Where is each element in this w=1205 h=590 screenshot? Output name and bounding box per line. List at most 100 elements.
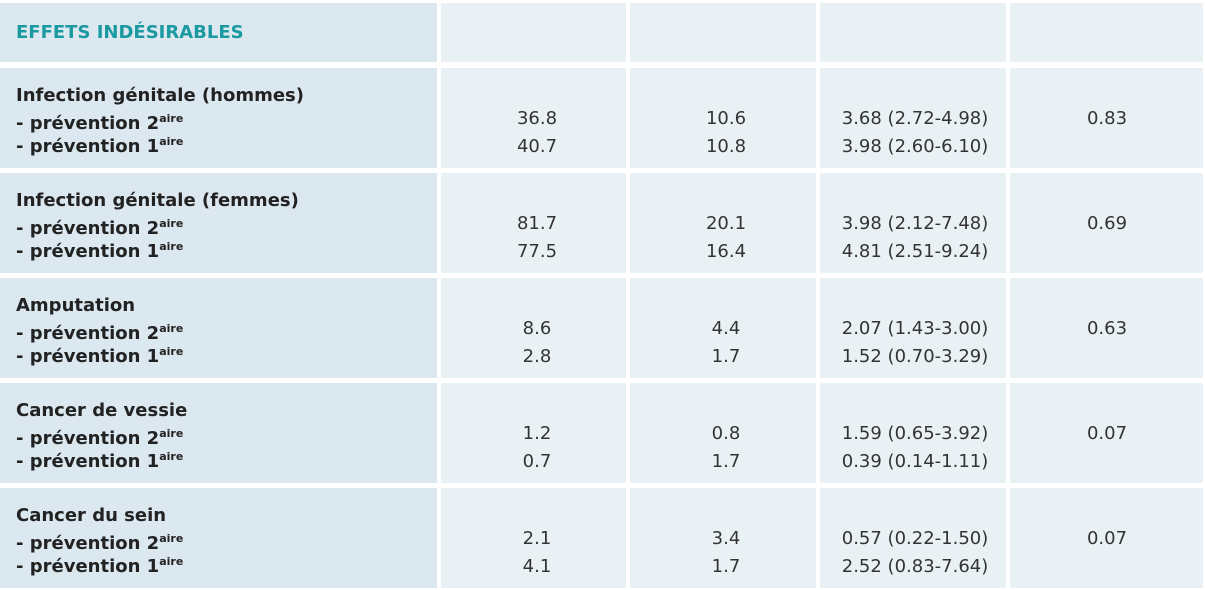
value-cell [1010,278,1203,378]
cell-value: 81.7 [516,213,558,234]
superscript: aire [159,135,184,148]
cell-value: 36.8 [516,108,558,129]
superscript: aire [159,217,184,230]
cell-value: 3.68 (2.72-4.98) [841,108,989,129]
cell-value: 3.4 [711,528,741,549]
cell-value: 1.52 (0.70-3.29) [841,346,989,367]
header-title: EFFETS INDÉSIRABLES [16,22,244,43]
cell-value: 2.52 (0.83-7.64) [841,556,989,577]
value-cell [630,488,816,588]
sub-text: - prévention 2 [16,533,160,554]
superscript: aire [159,112,184,125]
cell-value: 4.1 [522,556,552,577]
cell-value: 2.07 (1.43-3.00) [841,318,989,339]
cell-value: 10.8 [705,136,747,157]
label-cell [0,68,437,168]
sub-label: - prévention 2aire [16,108,183,135]
label-cell [0,383,437,483]
label-cell [0,173,437,273]
sub-label: - prévention 1aire [16,446,183,473]
cell-value: 0.57 (0.22-1.50) [841,528,989,549]
value-cell [630,383,816,483]
cell-value: 1.7 [711,556,741,577]
sub-text: - prévention 1 [16,241,160,262]
value-cell [441,68,626,168]
cell-value: 0.07 [1086,528,1128,549]
value-cell [630,173,816,273]
value-cell [441,383,626,483]
cell-value: 20.1 [705,213,747,234]
cell-value: 3.98 (2.12-7.48) [841,213,989,234]
cell-value: 0.63 [1086,318,1128,339]
header-cell [630,3,816,62]
sub-label: - prévention 1aire [16,131,183,158]
row-label: Amputation [16,295,136,316]
value-cell [441,278,626,378]
superscript: aire [159,532,184,545]
sub-text: - prévention 2 [16,113,160,134]
sub-label: - prévention 1aire [16,551,183,578]
value-cell [630,278,816,378]
sub-label: - prévention 2aire [16,423,183,450]
value-cell [630,68,816,168]
cell-value: 8.6 [522,318,552,339]
superscript: aire [159,555,184,568]
cell-value: 0.07 [1086,423,1128,444]
sub-label: - prévention 2aire [16,213,183,240]
cell-value: 1.2 [522,423,552,444]
cell-value: 0.8 [711,423,741,444]
cell-value: 16.4 [705,241,747,262]
sub-text: - prévention 2 [16,428,160,449]
value-cell [1010,488,1203,588]
cell-value: 4.81 (2.51-9.24) [841,241,989,262]
row-label: Infection génitale (femmes) [16,190,299,211]
value-cell [820,68,1006,168]
cell-value: 3.98 (2.60-6.10) [841,136,989,157]
header-cell [1010,3,1203,62]
row-label: Cancer de vessie [16,400,188,421]
value-cell [1010,383,1203,483]
header-cell [0,3,437,62]
sub-text: - prévention 2 [16,323,160,344]
row-label: Cancer du sein [16,505,167,526]
sub-label: - prévention 2aire [16,528,183,555]
row-label: Infection génitale (hommes) [16,85,304,106]
value-cell [820,488,1006,588]
superscript: aire [159,345,184,358]
cell-value: 0.7 [522,451,552,472]
header-cell [441,3,626,62]
value-cell [1010,68,1203,168]
value-cell [820,278,1006,378]
cell-value: 1.7 [711,346,741,367]
value-cell [441,488,626,588]
cell-value: 0.69 [1086,213,1128,234]
cell-value: 0.83 [1086,108,1128,129]
header-cell [820,3,1006,62]
superscript: aire [159,450,184,463]
cell-value: 1.59 (0.65-3.92) [841,423,989,444]
superscript: aire [159,427,184,440]
cell-value: 2.1 [522,528,552,549]
label-cell [0,278,437,378]
cell-value: 40.7 [516,136,558,157]
sub-label: - prévention 2aire [16,318,183,345]
sub-text: - prévention 1 [16,136,160,157]
cell-value: 77.5 [516,241,558,262]
superscript: aire [159,322,184,335]
cell-value: 10.6 [705,108,747,129]
value-cell [1010,173,1203,273]
sub-label: - prévention 1aire [16,341,183,368]
sub-text: - prévention 1 [16,346,160,367]
cell-value: 2.8 [522,346,552,367]
cell-value: 0.39 (0.14-1.11) [841,451,989,472]
sub-text: - prévention 1 [16,556,160,577]
value-cell [820,383,1006,483]
superscript: aire [159,240,184,253]
sub-text: - prévention 2 [16,218,160,239]
cell-value: 4.4 [711,318,741,339]
cell-value: 1.7 [711,451,741,472]
value-cell [441,173,626,273]
sub-label: - prévention 1aire [16,236,183,263]
value-cell [820,173,1006,273]
